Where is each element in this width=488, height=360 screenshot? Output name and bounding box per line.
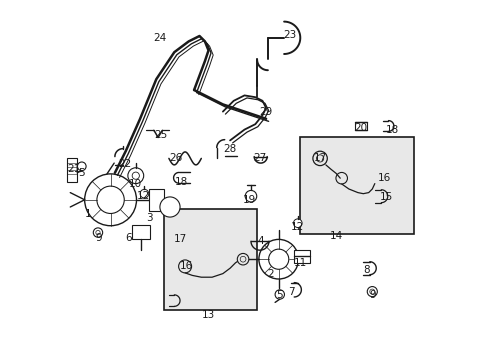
- Text: 22: 22: [118, 159, 131, 169]
- Bar: [67, 158, 77, 182]
- Circle shape: [366, 287, 377, 297]
- Circle shape: [93, 228, 102, 237]
- Text: 25: 25: [154, 130, 167, 140]
- Text: 9: 9: [368, 290, 375, 300]
- Bar: [293, 250, 309, 263]
- Bar: [355, 122, 366, 130]
- Circle shape: [97, 186, 124, 213]
- Text: 17: 17: [174, 234, 187, 244]
- Text: 7: 7: [287, 287, 294, 297]
- Text: 17: 17: [313, 153, 326, 163]
- Circle shape: [160, 197, 180, 217]
- Text: 12: 12: [136, 191, 149, 201]
- Circle shape: [237, 253, 248, 265]
- Text: 16: 16: [377, 173, 390, 183]
- Text: 28: 28: [223, 144, 236, 154]
- Circle shape: [77, 162, 86, 171]
- Text: 19: 19: [243, 195, 256, 205]
- Circle shape: [335, 172, 347, 184]
- Circle shape: [244, 190, 256, 202]
- Text: 10: 10: [129, 179, 142, 189]
- Circle shape: [178, 260, 191, 273]
- Circle shape: [293, 219, 302, 228]
- Text: 14: 14: [329, 231, 342, 241]
- Circle shape: [127, 168, 143, 184]
- Circle shape: [132, 172, 139, 179]
- Text: 23: 23: [282, 30, 296, 40]
- Circle shape: [316, 155, 323, 162]
- Bar: [132, 225, 150, 239]
- Circle shape: [240, 256, 245, 262]
- Text: 11: 11: [293, 258, 306, 268]
- Bar: [300, 137, 413, 234]
- Bar: [163, 209, 257, 310]
- Text: 12: 12: [290, 222, 304, 232]
- Text: 13: 13: [202, 310, 215, 320]
- Text: 27: 27: [253, 153, 266, 163]
- Text: 5: 5: [78, 168, 85, 178]
- Text: 6: 6: [125, 233, 132, 243]
- Text: 3: 3: [145, 213, 152, 223]
- Text: 21: 21: [67, 164, 80, 174]
- Text: 18: 18: [386, 125, 399, 135]
- Text: 16: 16: [180, 261, 193, 271]
- Text: 4: 4: [257, 236, 264, 246]
- Circle shape: [84, 174, 136, 226]
- Circle shape: [96, 230, 100, 235]
- Circle shape: [140, 189, 148, 198]
- Text: 15: 15: [379, 192, 392, 202]
- Text: 26: 26: [168, 153, 182, 163]
- Circle shape: [268, 249, 288, 269]
- Text: 24: 24: [153, 33, 166, 43]
- Text: 2: 2: [267, 269, 274, 279]
- Bar: [149, 189, 163, 211]
- Text: 1: 1: [84, 209, 91, 219]
- Text: 5: 5: [276, 290, 283, 300]
- Circle shape: [369, 289, 374, 294]
- Circle shape: [258, 239, 298, 279]
- Text: 8: 8: [363, 265, 369, 275]
- Text: 29: 29: [258, 107, 271, 117]
- Circle shape: [275, 290, 284, 299]
- Text: 9: 9: [95, 233, 102, 243]
- Text: 18: 18: [175, 177, 188, 187]
- Text: 20: 20: [353, 123, 366, 133]
- Circle shape: [312, 151, 326, 166]
